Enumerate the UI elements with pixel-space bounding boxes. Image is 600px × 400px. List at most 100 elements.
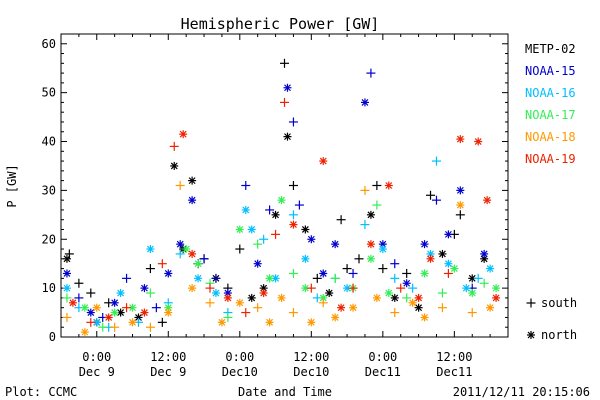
data-points bbox=[62, 58, 501, 337]
north-point bbox=[68, 298, 77, 307]
south-point bbox=[426, 190, 436, 200]
north-point bbox=[164, 308, 173, 317]
north-point bbox=[62, 284, 71, 293]
y-tick-label: 20 bbox=[42, 232, 56, 246]
y-axis-label: P [GW] bbox=[5, 164, 19, 207]
north-point bbox=[402, 279, 411, 288]
south-point bbox=[211, 273, 221, 283]
north-point bbox=[480, 249, 489, 258]
north-point bbox=[492, 284, 501, 293]
north-point bbox=[116, 308, 125, 317]
north-point bbox=[80, 328, 89, 337]
x-tick-date-label: Dec 9 bbox=[150, 365, 186, 379]
x-tick-time-label: 12:00 bbox=[150, 350, 186, 364]
south-point bbox=[390, 259, 400, 269]
south-point bbox=[330, 273, 340, 283]
south-point bbox=[390, 308, 400, 318]
south-point bbox=[110, 322, 120, 332]
y-tick-label: 10 bbox=[42, 281, 56, 295]
north-point bbox=[128, 318, 137, 327]
north-point bbox=[319, 269, 328, 278]
south-point bbox=[288, 268, 298, 278]
north-point bbox=[414, 303, 423, 312]
x-tick-time-label: 0:00 bbox=[368, 350, 397, 364]
south-point bbox=[288, 308, 298, 318]
marker-legend-symbol bbox=[527, 331, 535, 339]
legend-entry: NOAA-18 bbox=[525, 130, 576, 144]
south-point bbox=[336, 215, 346, 225]
south-point bbox=[259, 234, 269, 244]
south-point bbox=[288, 210, 298, 220]
north-point bbox=[182, 245, 191, 254]
marker-legend-symbol bbox=[526, 298, 536, 308]
north-point bbox=[188, 284, 197, 293]
north-point bbox=[474, 137, 483, 146]
north-point bbox=[235, 225, 244, 234]
south-point bbox=[318, 298, 328, 308]
north-point bbox=[194, 259, 203, 268]
legend-entry: NOAA-16 bbox=[525, 86, 576, 100]
north-point bbox=[331, 240, 340, 249]
north-point bbox=[372, 293, 381, 302]
south-point bbox=[98, 322, 108, 332]
x-tick-time-label: 12:00 bbox=[293, 350, 329, 364]
north-point bbox=[188, 196, 197, 205]
north-point bbox=[271, 274, 280, 283]
north-point bbox=[62, 269, 71, 278]
south-point bbox=[265, 205, 275, 215]
north-point bbox=[486, 264, 495, 273]
south-point bbox=[479, 278, 489, 288]
north-point bbox=[188, 176, 197, 185]
north-point bbox=[319, 293, 328, 302]
south-point bbox=[390, 273, 400, 283]
north-point bbox=[86, 308, 95, 317]
south-point bbox=[86, 288, 96, 298]
south-point bbox=[122, 273, 132, 283]
x-tick-date-label: Dec11 bbox=[436, 365, 472, 379]
north-point bbox=[420, 269, 429, 278]
south-point bbox=[378, 264, 388, 274]
north-point bbox=[462, 284, 471, 293]
plot-frame bbox=[60, 33, 509, 338]
south-point bbox=[235, 244, 245, 254]
north-point bbox=[265, 274, 274, 283]
south-point bbox=[271, 229, 281, 239]
north-point bbox=[116, 289, 125, 298]
north-point bbox=[384, 289, 393, 298]
south-point bbox=[241, 181, 251, 190]
x-tick-date-label: Dec10 bbox=[222, 365, 258, 379]
north-point bbox=[80, 303, 89, 312]
legend-entry: NOAA-19 bbox=[525, 152, 576, 166]
north-point bbox=[194, 274, 203, 283]
north-point bbox=[259, 289, 268, 298]
north-point bbox=[444, 230, 453, 239]
south-point bbox=[467, 308, 477, 318]
north-point bbox=[92, 303, 101, 312]
south-point bbox=[145, 264, 155, 274]
south-point bbox=[431, 156, 441, 166]
chart-title: Hemispheric Power [GW] bbox=[181, 15, 380, 33]
north-point bbox=[337, 303, 346, 312]
north-point bbox=[104, 313, 113, 322]
south-point bbox=[396, 283, 406, 293]
north-point bbox=[179, 130, 188, 139]
south-point bbox=[253, 303, 263, 313]
y-tick-label: 60 bbox=[42, 37, 56, 51]
north-point bbox=[247, 225, 256, 234]
south-point bbox=[169, 141, 179, 151]
north-point bbox=[456, 186, 465, 195]
south-point bbox=[280, 58, 289, 68]
marker-legend-label: north bbox=[541, 328, 577, 342]
north-point bbox=[301, 254, 310, 263]
north-point bbox=[283, 83, 292, 92]
north-point bbox=[217, 318, 226, 327]
south-point bbox=[372, 181, 382, 190]
north-point bbox=[146, 245, 155, 254]
y-tick-label: 0 bbox=[49, 330, 56, 344]
south-point bbox=[280, 97, 289, 107]
south-point bbox=[360, 185, 370, 195]
north-point bbox=[366, 240, 375, 249]
north-point bbox=[176, 240, 185, 249]
